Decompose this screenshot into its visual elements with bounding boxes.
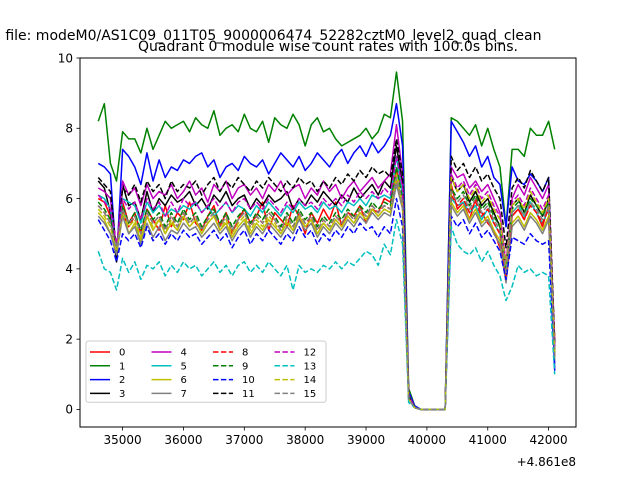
series-line-12 <box>97 155 556 411</box>
series-line-11 <box>97 138 556 411</box>
legend-label-14: 14 <box>304 375 317 386</box>
series-line-15 <box>97 176 556 411</box>
legend-label-12: 12 <box>304 348 317 359</box>
series-line-13 <box>97 218 556 411</box>
legend-label-13: 13 <box>304 361 317 372</box>
x-tick-label: 39000 <box>347 433 385 447</box>
series-line-14 <box>97 173 556 411</box>
legend-label-11: 11 <box>242 389 255 400</box>
x-tick-label: 36000 <box>164 433 202 447</box>
x-axis: 35000 36000 37000 38000 39000 40000 41000 42000 <box>104 427 568 447</box>
x-tick-label: 37000 <box>225 433 263 447</box>
series-line-9 <box>97 166 556 411</box>
y-tick-label: 6 <box>65 192 73 206</box>
legend-label-4: 4 <box>181 348 187 359</box>
legend-label-15: 15 <box>304 389 317 400</box>
y-tick-label: 4 <box>65 262 73 276</box>
legend-label-6: 6 <box>181 375 187 386</box>
legend-label-9: 9 <box>242 361 248 372</box>
series-line-10 <box>97 197 556 411</box>
legend-label-3: 3 <box>119 389 125 400</box>
legend-label-8: 8 <box>242 348 248 359</box>
x-tick-label: 42000 <box>530 433 568 447</box>
series-line-2 <box>97 102 556 411</box>
legend-label-10: 10 <box>242 375 255 386</box>
y-axis: 0 2 4 6 8 10 <box>58 51 80 417</box>
y-tick-label: 10 <box>58 51 73 65</box>
legend-box <box>85 340 327 403</box>
x-offset-label: +4.861e8 <box>517 455 576 469</box>
y-tick-label: 0 <box>65 403 73 417</box>
series-line-3 <box>97 145 556 411</box>
series-lines <box>97 71 556 411</box>
legend-label-1: 1 <box>119 361 125 372</box>
series-line-7 <box>97 183 556 411</box>
series-line-1 <box>97 71 556 411</box>
x-tick-label: 38000 <box>286 433 324 447</box>
series-line-6 <box>97 180 556 411</box>
legend-label-0: 0 <box>119 348 125 359</box>
chart-title: Quadrant 0 module wise count rates with … <box>138 39 518 55</box>
x-tick-label: 35000 <box>104 433 142 447</box>
y-tick-label: 2 <box>65 332 73 346</box>
figure-suptitle: n file: modeM0/AS1C09_011T05_9000006474_… <box>0 28 541 44</box>
legend-label-5: 5 <box>181 361 187 372</box>
y-tick-label: 8 <box>65 122 73 136</box>
series-line-4 <box>97 124 556 411</box>
series-line-5 <box>97 155 556 411</box>
axes-frame <box>79 57 577 428</box>
x-tick-label: 40000 <box>408 433 446 447</box>
legend-label-2: 2 <box>119 375 125 386</box>
x-tick-label: 41000 <box>469 433 507 447</box>
legend-label-7: 7 <box>181 389 187 400</box>
